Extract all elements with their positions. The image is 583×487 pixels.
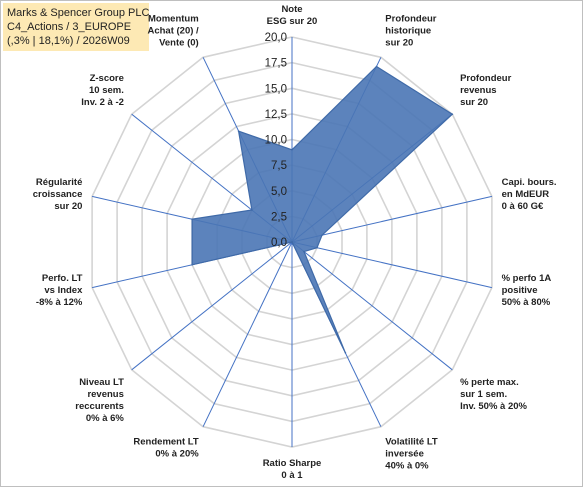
axis-label-line: historique (385, 25, 431, 36)
axis-label-10: Perfo. LT vs Index -8% à 12% (36, 273, 83, 308)
axis-label-line: Inv. 2 à -2 (81, 97, 124, 108)
axis-label-line: Ratio Sharpe (263, 458, 322, 469)
axis-label-line: sur 1 sem. (460, 389, 507, 400)
axis-label-line: Capi. bours. (502, 177, 557, 188)
axis-label-line: Rendement LT (133, 437, 198, 448)
data-point-9 (291, 241, 293, 243)
axis-label-line: -8% à 12% (36, 297, 83, 308)
axis-label-line: revenus (460, 85, 496, 96)
spoke-9 (131, 241, 293, 371)
spoke-5 (291, 241, 453, 371)
axis-label-line: reccurents (75, 401, 124, 412)
tick-label-8: 20,0 (265, 32, 287, 44)
series-area-0 (191, 65, 454, 354)
data-point-4 (316, 246, 318, 249)
axis-label-line: sur 20 (385, 37, 413, 48)
spoke-4 (291, 241, 493, 289)
axis-label-2: Profondeur revenus sur 20 (460, 73, 511, 108)
axis-label-line: Profondeur (385, 13, 436, 24)
data-point-1 (375, 65, 378, 68)
axis-label-3: Capi. bours. en MdEUR 0 à 60 G€ (502, 177, 557, 212)
tick-label-0: 0,0 (271, 237, 287, 249)
tick-label-5: 12,5 (265, 109, 287, 121)
axis-label-line: en MdEUR (502, 189, 550, 200)
data-point-12 (251, 209, 253, 211)
axis-label-line: 0 à 60 G€ (502, 201, 544, 212)
axis-label-13: Momentum Achat (20) / Vente (0) (147, 13, 199, 48)
tick-label-6: 15,0 (265, 83, 287, 95)
axis-label-line: 50% à 80% (502, 297, 551, 308)
axis-label-line: 10 sem. (89, 85, 124, 96)
axis-label-9: Niveau LT revenus reccurents 0% à 6% (75, 377, 124, 424)
axis-label-line: Z-score (90, 73, 124, 84)
axis-label-line: sur 20 (460, 97, 488, 108)
axis-label-line: Achat (20) / (147, 25, 199, 36)
axis-label-line: 40% à 0% (385, 461, 429, 472)
axis-label-11: Régularité croissance sur 20 (33, 177, 83, 212)
axis-label-line: Vente (0) (159, 37, 199, 48)
data-point-2 (451, 113, 454, 115)
data-point-11 (191, 218, 193, 220)
tick-label-7: 17,5 (265, 58, 287, 70)
axis-label-line: positive (502, 285, 538, 296)
stats-label: (,3% | 18,1%) / 2026W09 (7, 35, 130, 47)
axis-label-line: croissance (33, 189, 83, 200)
axis-label-12: Z-score 10 sem. Inv. 2 à -2 (81, 73, 124, 108)
company-name: Marks & Spencer Group PLC (7, 7, 150, 19)
axis-label-line: % perfo 1A (502, 273, 552, 284)
spoke-8 (202, 241, 293, 427)
axis-label-line: Note (281, 4, 302, 15)
axis-label-0: Note ESG sur 20 (267, 4, 318, 27)
axis-label-line: % perte max. (460, 377, 519, 388)
data-point-5 (303, 250, 305, 253)
category-label: C4_Actions / 3_EUROPE (7, 21, 132, 33)
axis-label-line: inversée (385, 449, 424, 460)
axis-label-1: Profondeur historique sur 20 (385, 13, 436, 48)
axis-label-line: Perfo. LT (42, 273, 83, 284)
axis-label-line: sur 20 (54, 201, 82, 212)
axis-label-line: 0% à 6% (86, 413, 125, 424)
data-point-3 (321, 234, 323, 236)
chart-title-box: Marks & Spencer Group PLC C4_Actions / 3… (3, 3, 149, 51)
axis-label-line: Momentum (148, 13, 199, 24)
spoke-3 (291, 195, 493, 243)
axis-label-line: Profondeur (460, 73, 511, 84)
axis-label-line: Volatilité LT (385, 437, 438, 448)
tick-label-2: 5,0 (271, 186, 287, 198)
axis-label-line: Inv. 50% à 20% (460, 401, 527, 412)
axis-label-8: Rendement LT 0% à 20% (133, 437, 199, 460)
axis-label-line: ESG sur 20 (267, 16, 318, 27)
axis-label-line: revenus (87, 389, 123, 400)
data-point-13 (237, 130, 240, 132)
axis-label-7: Ratio Sharpe 0 à 1 (263, 458, 322, 481)
tick-label-3: 7,5 (271, 160, 287, 172)
axis-label-line: 0% à 20% (155, 449, 199, 460)
data-point-0 (291, 149, 293, 151)
axis-label-4: % perfo 1A positive 50% à 80% (502, 273, 552, 308)
axis-label-line: Niveau LT (79, 377, 124, 388)
axis-label-line: vs Index (44, 285, 83, 296)
tick-label-1: 2,5 (271, 211, 287, 223)
axis-label-5: % perte max. sur 1 sem. Inv. 50% à 20% (460, 377, 527, 412)
axis-label-line: 0 à 1 (281, 470, 303, 481)
axis-label-6: Volatilité LT inversée 40% à 0% (385, 437, 438, 472)
axis-label-line: Régularité (36, 177, 82, 188)
data-point-10 (191, 264, 193, 266)
data-point-6 (344, 352, 347, 354)
tick-label-4: 10,0 (265, 135, 287, 147)
